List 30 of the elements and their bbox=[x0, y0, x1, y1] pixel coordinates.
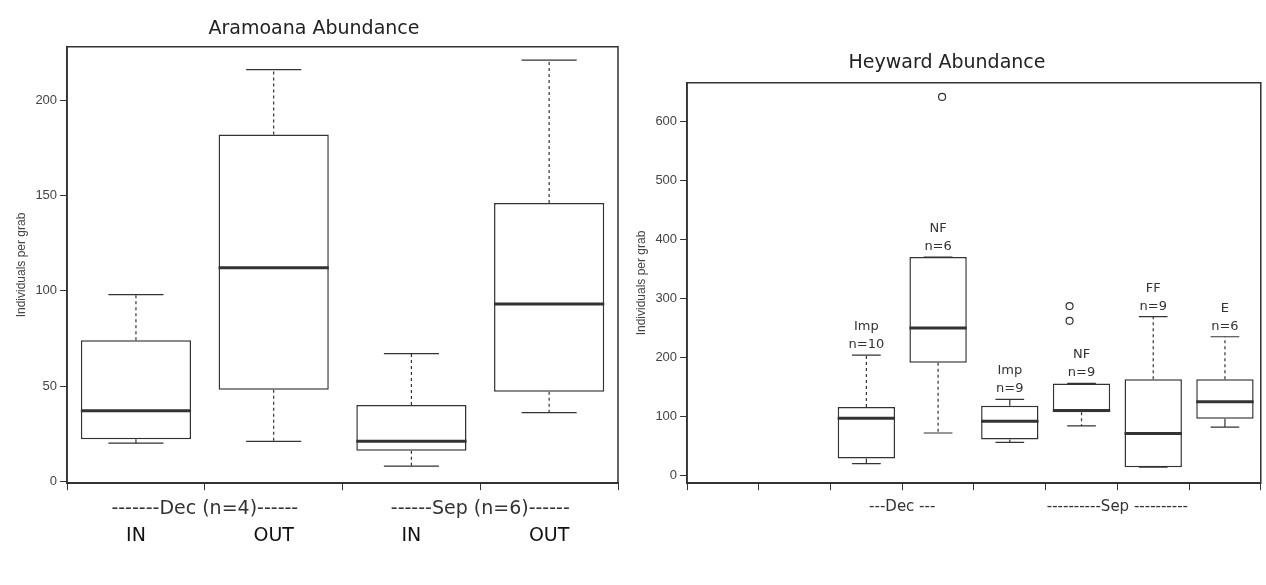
y-tick-label: 600 bbox=[655, 112, 678, 128]
y-tick-label: 100 bbox=[35, 282, 58, 298]
annotation: NF n=6 bbox=[924, 219, 952, 253]
annotation: Imp n=10 bbox=[848, 317, 885, 351]
x-tick-label: OUT bbox=[253, 522, 295, 545]
x-tick-label: IN bbox=[401, 522, 422, 545]
y-tick-label: 150 bbox=[35, 187, 58, 203]
y-axis-title: Individuals per grab bbox=[13, 212, 28, 318]
chart-title: Aramoana Abundance bbox=[208, 16, 420, 39]
text: -------Dec (n=4)------ bbox=[111, 496, 299, 519]
y-tick-label: 100 bbox=[655, 408, 678, 424]
y-tick-label: 0 bbox=[669, 467, 678, 483]
y-tick-label: 50 bbox=[42, 377, 58, 393]
y-tick-label: 300 bbox=[655, 289, 678, 305]
annotation: Imp n=9 bbox=[996, 362, 1024, 396]
annotation: FF n=9 bbox=[1139, 279, 1167, 313]
x-tick-label: IN bbox=[126, 522, 146, 545]
annotation: E n=6 bbox=[1211, 299, 1239, 333]
text: ----------Sep ---------- bbox=[1046, 497, 1189, 516]
annotation: NF n=9 bbox=[1067, 346, 1096, 380]
chart-title: Heyward Abundance bbox=[848, 50, 1046, 73]
y-tick-label: 200 bbox=[655, 348, 678, 364]
y-tick-label: 500 bbox=[655, 171, 678, 187]
text: ------Sep (n=6)------ bbox=[390, 496, 570, 519]
y-tick-label: 0 bbox=[49, 472, 58, 488]
text: ---Dec --- bbox=[869, 497, 936, 516]
y-axis-title: Individuals per grab bbox=[633, 230, 648, 336]
x-tick-label: OUT bbox=[528, 522, 570, 545]
y-tick-label: 400 bbox=[655, 230, 678, 246]
y-tick-label: 200 bbox=[35, 91, 58, 107]
